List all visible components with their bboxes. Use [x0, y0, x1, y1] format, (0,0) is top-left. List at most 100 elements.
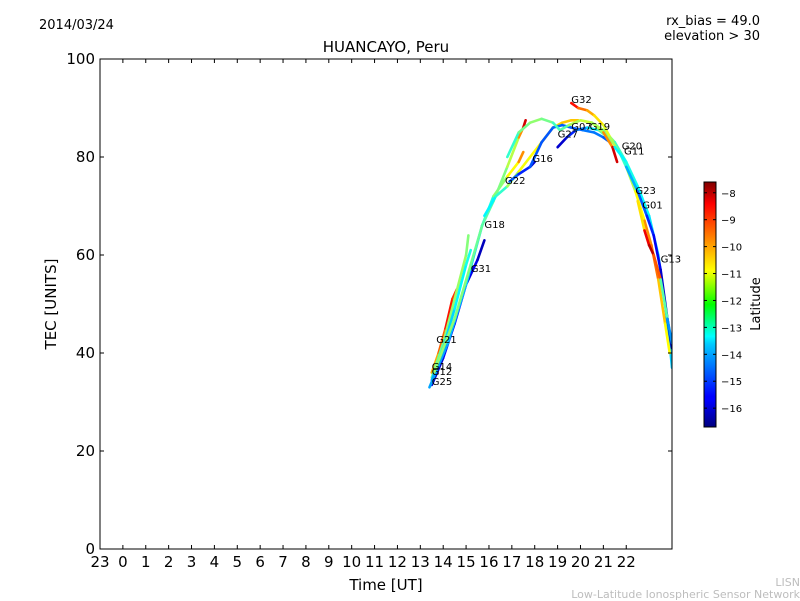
- series-segment: [666, 317, 672, 345]
- series-segment: [517, 155, 532, 173]
- series-g13: [636, 199, 672, 345]
- series-segment: [636, 185, 651, 218]
- series-segment: [505, 160, 521, 178]
- y-tick-label: 40: [76, 344, 95, 362]
- satellite-label: G11: [624, 147, 644, 158]
- x-tick-label: 9: [324, 553, 334, 571]
- y-axis-label: TEC [UNITS]: [42, 259, 60, 351]
- series-segment: [437, 327, 447, 355]
- satellite-label: G25: [432, 377, 452, 388]
- plot-frame: [99, 58, 673, 550]
- satellite-label: G31: [471, 264, 491, 275]
- series-segment: [569, 101, 580, 110]
- series-segment: [567, 119, 582, 127]
- x-tick-label: 10: [342, 553, 361, 571]
- x-tick-label: 2: [164, 553, 174, 571]
- x-tick-label: 17: [502, 553, 521, 571]
- series-segment: [540, 117, 555, 124]
- series-segment: [528, 141, 543, 169]
- colorbar-tick-label: −12: [721, 296, 742, 307]
- series-segment: [430, 351, 440, 374]
- x-tick-label: 18: [525, 553, 544, 571]
- satellite-label: G27: [558, 129, 578, 140]
- x-tick-label: 6: [255, 553, 265, 571]
- x-tick-label: 8: [301, 553, 311, 571]
- series-segment: [592, 131, 605, 139]
- satellite-label: G21: [436, 335, 456, 346]
- series-segment: [592, 114, 605, 127]
- colorbar-tick-label: −15: [721, 377, 742, 388]
- series-segment: [444, 297, 454, 330]
- series-segment: [636, 190, 649, 218]
- series-segment: [636, 199, 646, 232]
- series-segment: [508, 172, 521, 183]
- series-segment: [590, 121, 605, 134]
- y-tick-label: 0: [85, 540, 95, 558]
- series-segment: [576, 106, 589, 112]
- satellite-label: G12: [432, 367, 452, 378]
- satellite-label: G01: [642, 201, 662, 212]
- y-tick-label: 60: [76, 246, 95, 264]
- series-segment: [643, 229, 651, 247]
- series-segment: [624, 165, 640, 193]
- x-tick-label: 23: [90, 553, 109, 571]
- series-segment: [476, 239, 486, 262]
- elevation-label: elevation > 30: [664, 29, 760, 44]
- series-segment: [656, 278, 667, 325]
- series-segment: [585, 126, 601, 132]
- watermark-lisn: LISN: [775, 576, 800, 589]
- series-segment: [453, 263, 468, 311]
- series-segment: [453, 253, 468, 301]
- series-segment: [611, 145, 619, 164]
- satellite-label: G20: [622, 142, 642, 153]
- satellite-label: G14: [432, 362, 452, 373]
- series-segment: [560, 119, 573, 124]
- y-tick-label: 80: [76, 148, 95, 166]
- chart-title: HUANCAYO, Peru: [323, 38, 449, 56]
- series-segment: [647, 243, 656, 257]
- series-segment: [469, 224, 484, 267]
- x-tick-label: 11: [365, 553, 384, 571]
- colorbar-label: Latitude: [749, 277, 764, 331]
- series-segment: [517, 150, 525, 164]
- colorbar-tick-label: −11: [721, 270, 742, 281]
- series-segment: [659, 278, 669, 321]
- series-segment: [432, 317, 456, 374]
- series-segment: [464, 234, 470, 257]
- colorbar: [703, 181, 717, 428]
- x-tick-label: 0: [118, 553, 128, 571]
- satellite-label: G13: [661, 254, 681, 265]
- x-tick-label: 19: [548, 553, 567, 571]
- series-segment: [565, 128, 578, 139]
- series-segment: [643, 219, 653, 247]
- series-segment: [663, 322, 672, 355]
- x-tick-label: 7: [278, 553, 288, 571]
- satellite-label: G19: [590, 122, 610, 133]
- colorbar-tick-label: −14: [721, 350, 742, 361]
- series-segment: [517, 121, 532, 134]
- satellite-label: G16: [532, 154, 552, 165]
- date-label: 2014/03/24: [39, 18, 114, 33]
- series-segment: [528, 117, 543, 124]
- series-segment: [551, 121, 562, 132]
- series-segment: [574, 126, 589, 132]
- series-segment: [521, 119, 527, 129]
- series-segment: [505, 136, 521, 169]
- series-segment: [556, 136, 569, 149]
- x-tick-label: 21: [594, 553, 613, 571]
- series-segment: [558, 123, 571, 132]
- x-tick-label: 13: [411, 553, 430, 571]
- x-tick-label: 22: [617, 553, 636, 571]
- x-tick-label: 20: [571, 553, 590, 571]
- series-segment: [441, 297, 456, 345]
- x-axis-label: Time [UT]: [348, 576, 422, 594]
- series-segment: [483, 194, 498, 218]
- series-segment: [453, 263, 473, 321]
- colorbar-tick-label: −13: [721, 323, 742, 334]
- x-tick-label: 5: [233, 553, 243, 571]
- series-segment: [505, 131, 521, 159]
- x-tick-label: 14: [434, 553, 453, 571]
- satellite-label: G32: [571, 95, 591, 106]
- series-segment: [581, 128, 596, 134]
- x-tick-label: 4: [210, 553, 220, 571]
